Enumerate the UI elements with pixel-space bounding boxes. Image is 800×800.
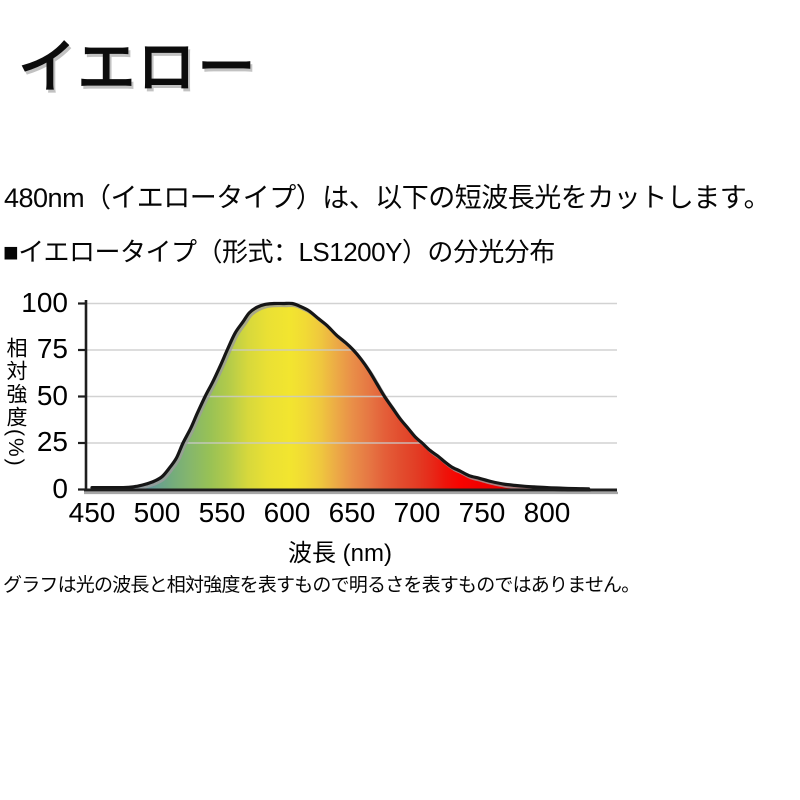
y-tick-label-50: 50 bbox=[36, 379, 68, 411]
x-tick-label-750: 750 bbox=[458, 496, 506, 528]
y-tick-label-100: 100 bbox=[21, 286, 68, 318]
y-tick-label-75: 75 bbox=[36, 333, 68, 364]
x-tick-label-700: 700 bbox=[393, 496, 441, 528]
y-axis-title: 相対強度(%) bbox=[4, 337, 27, 468]
footnote-text: グラフは光の波長と相対強度を表すもので明るさを表すものではありません。 bbox=[3, 575, 640, 596]
x-tick-label-650: 650 bbox=[328, 496, 376, 528]
x-tick-label-800: 800 bbox=[523, 496, 571, 528]
x-tick-label-550: 550 bbox=[198, 496, 246, 528]
y-tick-label-0: 0 bbox=[52, 472, 68, 504]
x-tick-label-450: 450 bbox=[68, 496, 116, 528]
x-axis-title: 波長 (nm) bbox=[288, 540, 392, 567]
chart-canvas bbox=[78, 300, 618, 495]
spectrum-curve bbox=[90, 301, 591, 491]
spectral-distribution-chart: 相対強度(%) 波長 (nm) 0 25 50 75 100 450 500 550 600 65… bbox=[0, 280, 800, 570]
x-tick-label-600: 600 bbox=[263, 496, 311, 528]
page-title: イエロー bbox=[18, 35, 258, 100]
intro-text: 480nm（イエロータイプ）は、以下の短波長光をカットします。 bbox=[4, 183, 771, 213]
x-tick-label-500: 500 bbox=[133, 496, 181, 528]
y-tick-label-25: 25 bbox=[36, 426, 68, 457]
section-heading: ■イエロータイプ（形式：LS1200Y）の分光分布 bbox=[3, 237, 555, 267]
